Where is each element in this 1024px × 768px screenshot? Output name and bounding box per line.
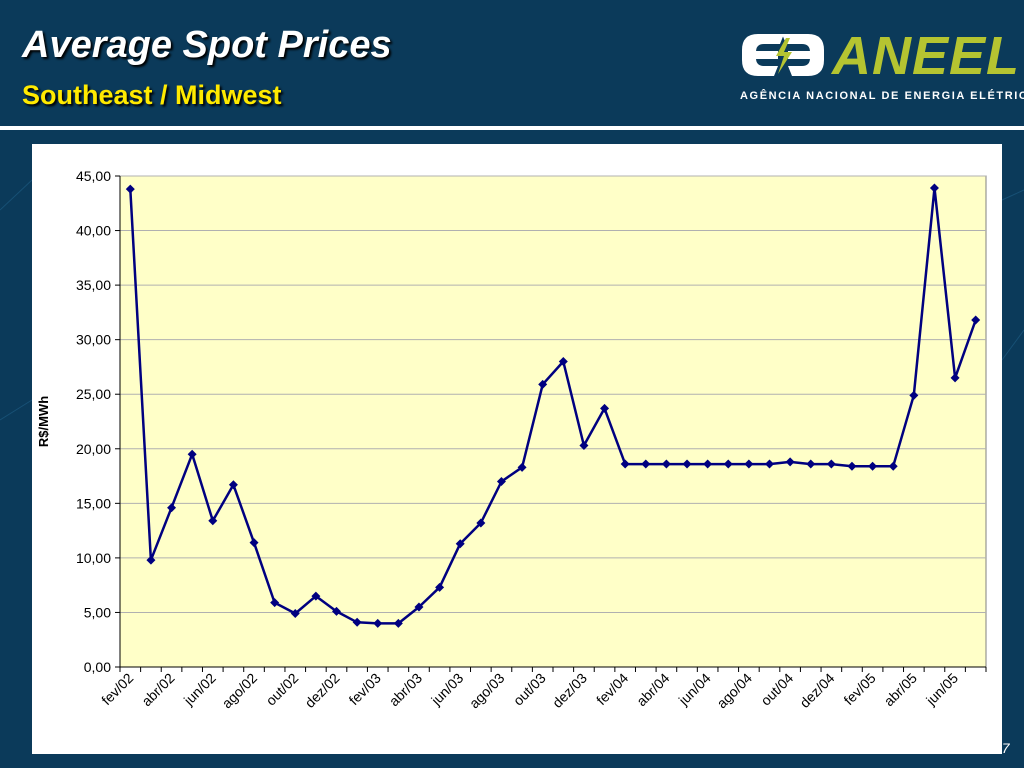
data-point-marker (476, 518, 486, 528)
data-point-marker (228, 480, 238, 490)
data-point-marker (806, 459, 816, 469)
y-tick-label: 15,00 (76, 495, 111, 511)
header-divider (0, 126, 1024, 130)
y-tick-label: 5,00 (84, 604, 111, 620)
y-tick-label: 10,00 (76, 550, 111, 566)
y-tick-label: 40,00 (76, 223, 111, 239)
data-point-marker (496, 477, 506, 487)
data-point-marker (393, 618, 403, 628)
data-point-marker (558, 356, 568, 366)
plot-area (119, 175, 987, 668)
y-tick-label: 20,00 (76, 441, 111, 457)
data-point-marker (971, 315, 981, 325)
aneel-logo: ANEEL AGÊNCIA NACIONAL DE ENERGIA ELÉTRI… (736, 26, 1024, 106)
y-tick-label: 45,00 (76, 168, 111, 184)
data-point-marker (332, 606, 341, 616)
data-point-marker (682, 459, 692, 469)
data-point-marker (826, 459, 836, 469)
x-tick-label: out/03 (510, 670, 549, 709)
spot-price-chart: 0,00 5,00 10,00 15,00 20,00 25,00 30,00 35,00 40… (36, 168, 987, 712)
data-point-marker (765, 459, 774, 469)
data-point-marker (125, 184, 135, 194)
x-tick-label: fev/04 (593, 670, 631, 708)
y-tick-label: 30,00 (76, 332, 111, 348)
x-tick-label: out/02 (263, 670, 302, 709)
data-point-marker (661, 459, 671, 469)
data-point-marker (785, 457, 795, 467)
x-tick-label: jun/05 (922, 670, 961, 709)
slide-subtitle: Southeast / Midwest (22, 80, 282, 110)
x-tick-label: dez/03 (549, 670, 590, 711)
data-point-marker (249, 538, 259, 548)
data-point-marker (435, 582, 445, 592)
data-point-marker (208, 516, 218, 526)
data-point-marker (146, 555, 156, 565)
data-point-marker (538, 379, 548, 389)
data-point-marker (723, 459, 733, 469)
x-tick-label: out/04 (757, 670, 796, 709)
aneel-tagline: AGÊNCIA NACIONAL DE ENERGIA ELÉTRICA (740, 90, 1024, 102)
x-tick-label: jun/04 (675, 670, 714, 709)
data-point-marker (909, 390, 919, 400)
data-point-marker (167, 503, 177, 513)
x-tick-label: ago/02 (219, 670, 261, 712)
x-tick-label: ago/04 (713, 670, 755, 712)
gridlines (120, 175, 986, 613)
x-tick-label: jun/03 (427, 670, 466, 709)
x-tick-label: abr/02 (138, 670, 178, 710)
x-tick-label: fev/05 (840, 670, 878, 708)
x-tick-label: fev/03 (346, 670, 384, 708)
data-point-marker (352, 617, 362, 627)
data-point-marker (744, 459, 754, 469)
data-point-marker (579, 441, 589, 451)
data-point-marker (517, 462, 527, 472)
x-tick-label: fev/02 (98, 670, 136, 708)
chart-panel: 0,00 5,00 10,00 15,00 20,00 25,00 30,00 35,00 40… (32, 144, 1002, 754)
x-tick-label: dez/04 (796, 670, 837, 711)
data-point-marker (641, 459, 651, 469)
x-tick-label: abr/04 (633, 670, 673, 710)
x-tick-label: dez/02 (302, 670, 343, 711)
data-point-marker (888, 461, 898, 471)
x-tick-label: ago/03 (466, 670, 508, 712)
data-point-marker (703, 459, 713, 469)
y-tick-label: 25,00 (76, 386, 111, 402)
data-point-marker (414, 602, 424, 612)
series-markers (125, 183, 981, 628)
x-tick-label: abr/03 (386, 670, 426, 710)
data-point-marker (290, 609, 300, 619)
data-point-marker (373, 618, 383, 628)
y-tick-label: 35,00 (76, 277, 111, 293)
data-point-marker (311, 591, 321, 601)
ee-lightning-icon (742, 34, 824, 76)
data-point-marker (868, 461, 878, 471)
data-point-marker (270, 598, 280, 608)
x-axis-ticks: fev/02 abr/02 jun/02 ago/02 out/02 dez/02 fev/… (98, 667, 987, 712)
data-point-marker (187, 449, 197, 459)
data-point-marker (929, 183, 939, 193)
y-axis-label: R$/MWh (36, 396, 51, 447)
data-point-marker (950, 373, 960, 383)
data-point-marker (600, 403, 610, 413)
x-tick-label: abr/05 (881, 670, 921, 710)
y-tick-label: 0,00 (84, 659, 111, 675)
slide-title: Average Spot Prices (22, 24, 392, 66)
data-point-marker (620, 459, 630, 469)
data-point-marker (455, 539, 465, 549)
slide-number: 17 (994, 740, 1010, 756)
x-tick-label: jun/02 (180, 670, 219, 709)
data-point-marker (847, 461, 857, 471)
aneel-wordmark: ANEEL (832, 26, 1021, 86)
